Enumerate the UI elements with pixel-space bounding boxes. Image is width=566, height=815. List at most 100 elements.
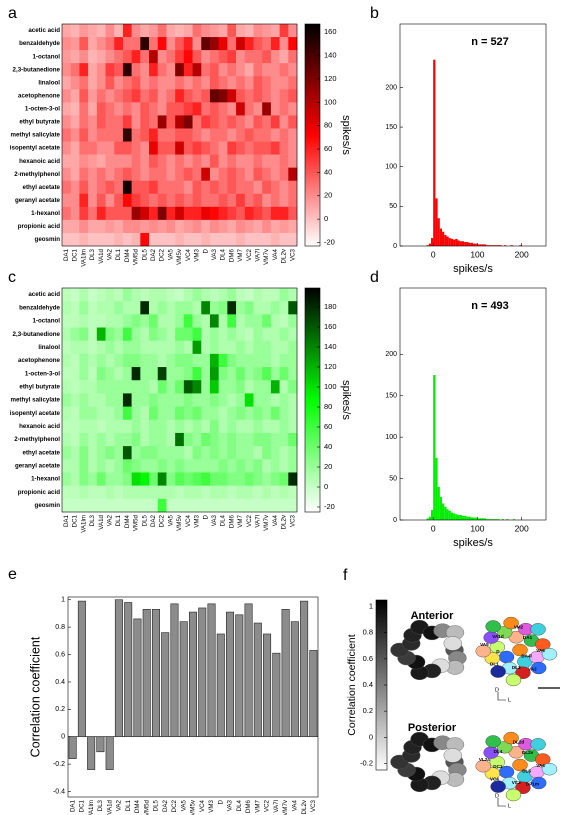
- heatmap-cell: [157, 367, 167, 381]
- heatmap-cell: [183, 219, 193, 234]
- x-tick-label: VA7l: [273, 800, 280, 813]
- heatmap-cell: [183, 154, 193, 168]
- heatmap-cell: [227, 193, 237, 208]
- heatmap-cell: [105, 498, 115, 513]
- heatmap-cell: [236, 446, 246, 460]
- histogram-bar: [455, 514, 458, 520]
- row-label: geosmin: [35, 502, 61, 509]
- heatmap-cell: [114, 327, 124, 342]
- heatmap-cell: [166, 154, 176, 168]
- heatmap-cell: [70, 432, 80, 447]
- heatmap-cell: [253, 327, 263, 342]
- column-label: VA3: [211, 248, 218, 260]
- histogram-bar: [442, 231, 445, 246]
- heatmap-cell: [201, 219, 211, 234]
- glomerulus-label: VA1d: [492, 634, 504, 639]
- heatmap-cell: [114, 154, 124, 168]
- heatmap-cell: [270, 419, 280, 434]
- heatmap-cell: [157, 37, 167, 51]
- heatmap-cell: [279, 141, 289, 155]
- heatmap-cell: [288, 206, 298, 221]
- heatmap-cell: [114, 432, 124, 447]
- heatmap-cell: [88, 406, 98, 421]
- histogram-bar: [497, 519, 500, 520]
- heatmap-cell: [149, 167, 159, 182]
- heatmap-cell: [244, 50, 254, 64]
- heatmap-cell: [244, 327, 254, 342]
- heatmap-cell: [288, 432, 298, 447]
- heatmap-cell: [122, 219, 132, 234]
- heatmap-cell: [96, 76, 106, 90]
- heatmap-cell: [279, 314, 289, 328]
- heatmap-cell: [122, 485, 132, 500]
- heatmap-cell: [253, 485, 263, 500]
- glomerulus-map: [490, 665, 506, 678]
- heatmap-cell: [70, 115, 80, 129]
- heatmap-cell: [288, 472, 298, 486]
- heatmap-cell: [70, 154, 80, 168]
- heatmap-cell: [79, 50, 89, 64]
- heatmap-cell: [114, 353, 124, 368]
- heatmap-cell: [288, 24, 298, 38]
- heatmap-cell: [288, 301, 298, 315]
- histogram-bar: [506, 519, 509, 520]
- heatmap-cell: [114, 301, 124, 315]
- x-tick-label: D: [217, 799, 224, 804]
- heatmap-cell: [140, 485, 150, 500]
- histogram-bar: [466, 242, 469, 246]
- heatmap-cell: [131, 393, 141, 407]
- heatmap-cell: [96, 232, 106, 247]
- heatmap-cell: [96, 393, 106, 407]
- heatmap-cell: [122, 353, 132, 368]
- row-label: geranyl acetate: [15, 463, 61, 470]
- heatmap-cell: [96, 288, 106, 302]
- x-axis-label: spikes/s: [453, 537, 493, 549]
- heatmap-cell: [88, 498, 98, 513]
- histogram-bar: [490, 519, 493, 520]
- heatmap-cell: [62, 419, 72, 434]
- heatmap-cell: [218, 154, 228, 168]
- heatmap-cell: [192, 154, 202, 168]
- heatmap-cell: [166, 314, 176, 328]
- bar: [272, 652, 281, 738]
- heatmap-cell: [79, 340, 89, 355]
- heatmap-cell: [88, 380, 98, 394]
- colorbar-tick-label: 140: [324, 342, 337, 351]
- column-label: VA3: [211, 514, 218, 526]
- heatmap-cell: [175, 367, 185, 381]
- heatmap-cell: [253, 128, 263, 142]
- colorbar-tick-label: 80: [324, 402, 332, 411]
- heatmap-cell: [157, 485, 167, 500]
- histogram-bar: [457, 515, 460, 520]
- heatmap-cell: [157, 472, 167, 486]
- heatmap-cell: [209, 219, 219, 234]
- heatmap-cell: [79, 63, 89, 77]
- orientation-label: D: [495, 793, 499, 799]
- heatmap-cell: [244, 353, 254, 368]
- glomerulus-map: [530, 738, 546, 751]
- glomerulus-label: DC1: [493, 764, 503, 769]
- heatmap-cell: [270, 446, 280, 460]
- heatmap-cell: [105, 393, 115, 407]
- heatmap-cell: [183, 459, 193, 473]
- heatmap-cell: [114, 63, 124, 77]
- orientation-axes: [497, 692, 506, 701]
- heatmap-cell: [105, 24, 115, 38]
- heatmap-cell: [149, 301, 159, 315]
- heatmap-cell: [192, 459, 202, 473]
- row-label: methyl salicylate: [10, 132, 60, 139]
- heatmap-cell: [209, 380, 219, 394]
- histogram-bar: [479, 518, 482, 520]
- heatmap-cell: [279, 219, 289, 234]
- heatmap-cell: [114, 498, 124, 513]
- heatmap-cell: [122, 459, 132, 473]
- x-tick-label: DA2: [162, 799, 169, 812]
- column-label: DL5: [141, 514, 148, 526]
- heatmap-cell: [218, 89, 228, 103]
- heatmap-cell: [192, 63, 202, 77]
- heatmap-cell: [166, 102, 176, 116]
- histogram-bar: [475, 243, 478, 246]
- heatmap-cell: [253, 50, 263, 64]
- heatmap-cell: [70, 301, 80, 315]
- histogram-bar: [435, 198, 438, 246]
